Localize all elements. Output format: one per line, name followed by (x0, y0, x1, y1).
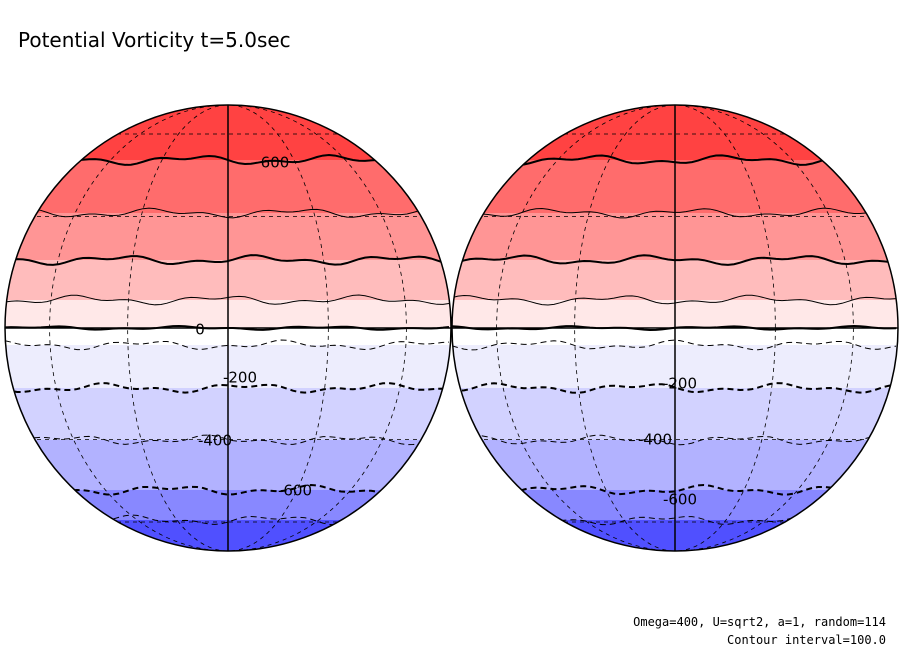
footer-line: Omega=400, U=sqrt2, a=1, random=114 (633, 615, 886, 629)
contour-line (5, 339, 450, 351)
contour-line (452, 339, 897, 351)
contour-line (5, 434, 450, 446)
contour-label: 0 (195, 321, 205, 339)
contour-line (5, 254, 450, 266)
contour-line (452, 254, 897, 266)
contour-line (5, 484, 450, 496)
contour-label: -600 (663, 491, 697, 509)
contour-line (5, 294, 450, 306)
contour-line (452, 434, 897, 446)
globe-outline (451, 104, 899, 552)
contour-line (5, 382, 450, 394)
globe-outline (4, 104, 452, 552)
footer-line: Contour interval=100.0 (727, 633, 886, 647)
title: Potential Vorticity t=5.0sec (18, 28, 291, 52)
globe (5, 105, 451, 551)
contour-line (452, 382, 897, 394)
contour-label: 600 (261, 154, 290, 172)
contour-label: -200 (223, 369, 257, 387)
contour-line (452, 207, 897, 219)
contour-label: -600 (278, 482, 312, 500)
contour-line (452, 484, 897, 496)
contour-line (452, 294, 897, 306)
contour-label: -400 (198, 432, 232, 450)
contour-label: -200 (663, 375, 697, 393)
contour-line (5, 207, 450, 219)
globe (452, 105, 898, 551)
contour-label: -400 (638, 431, 672, 449)
